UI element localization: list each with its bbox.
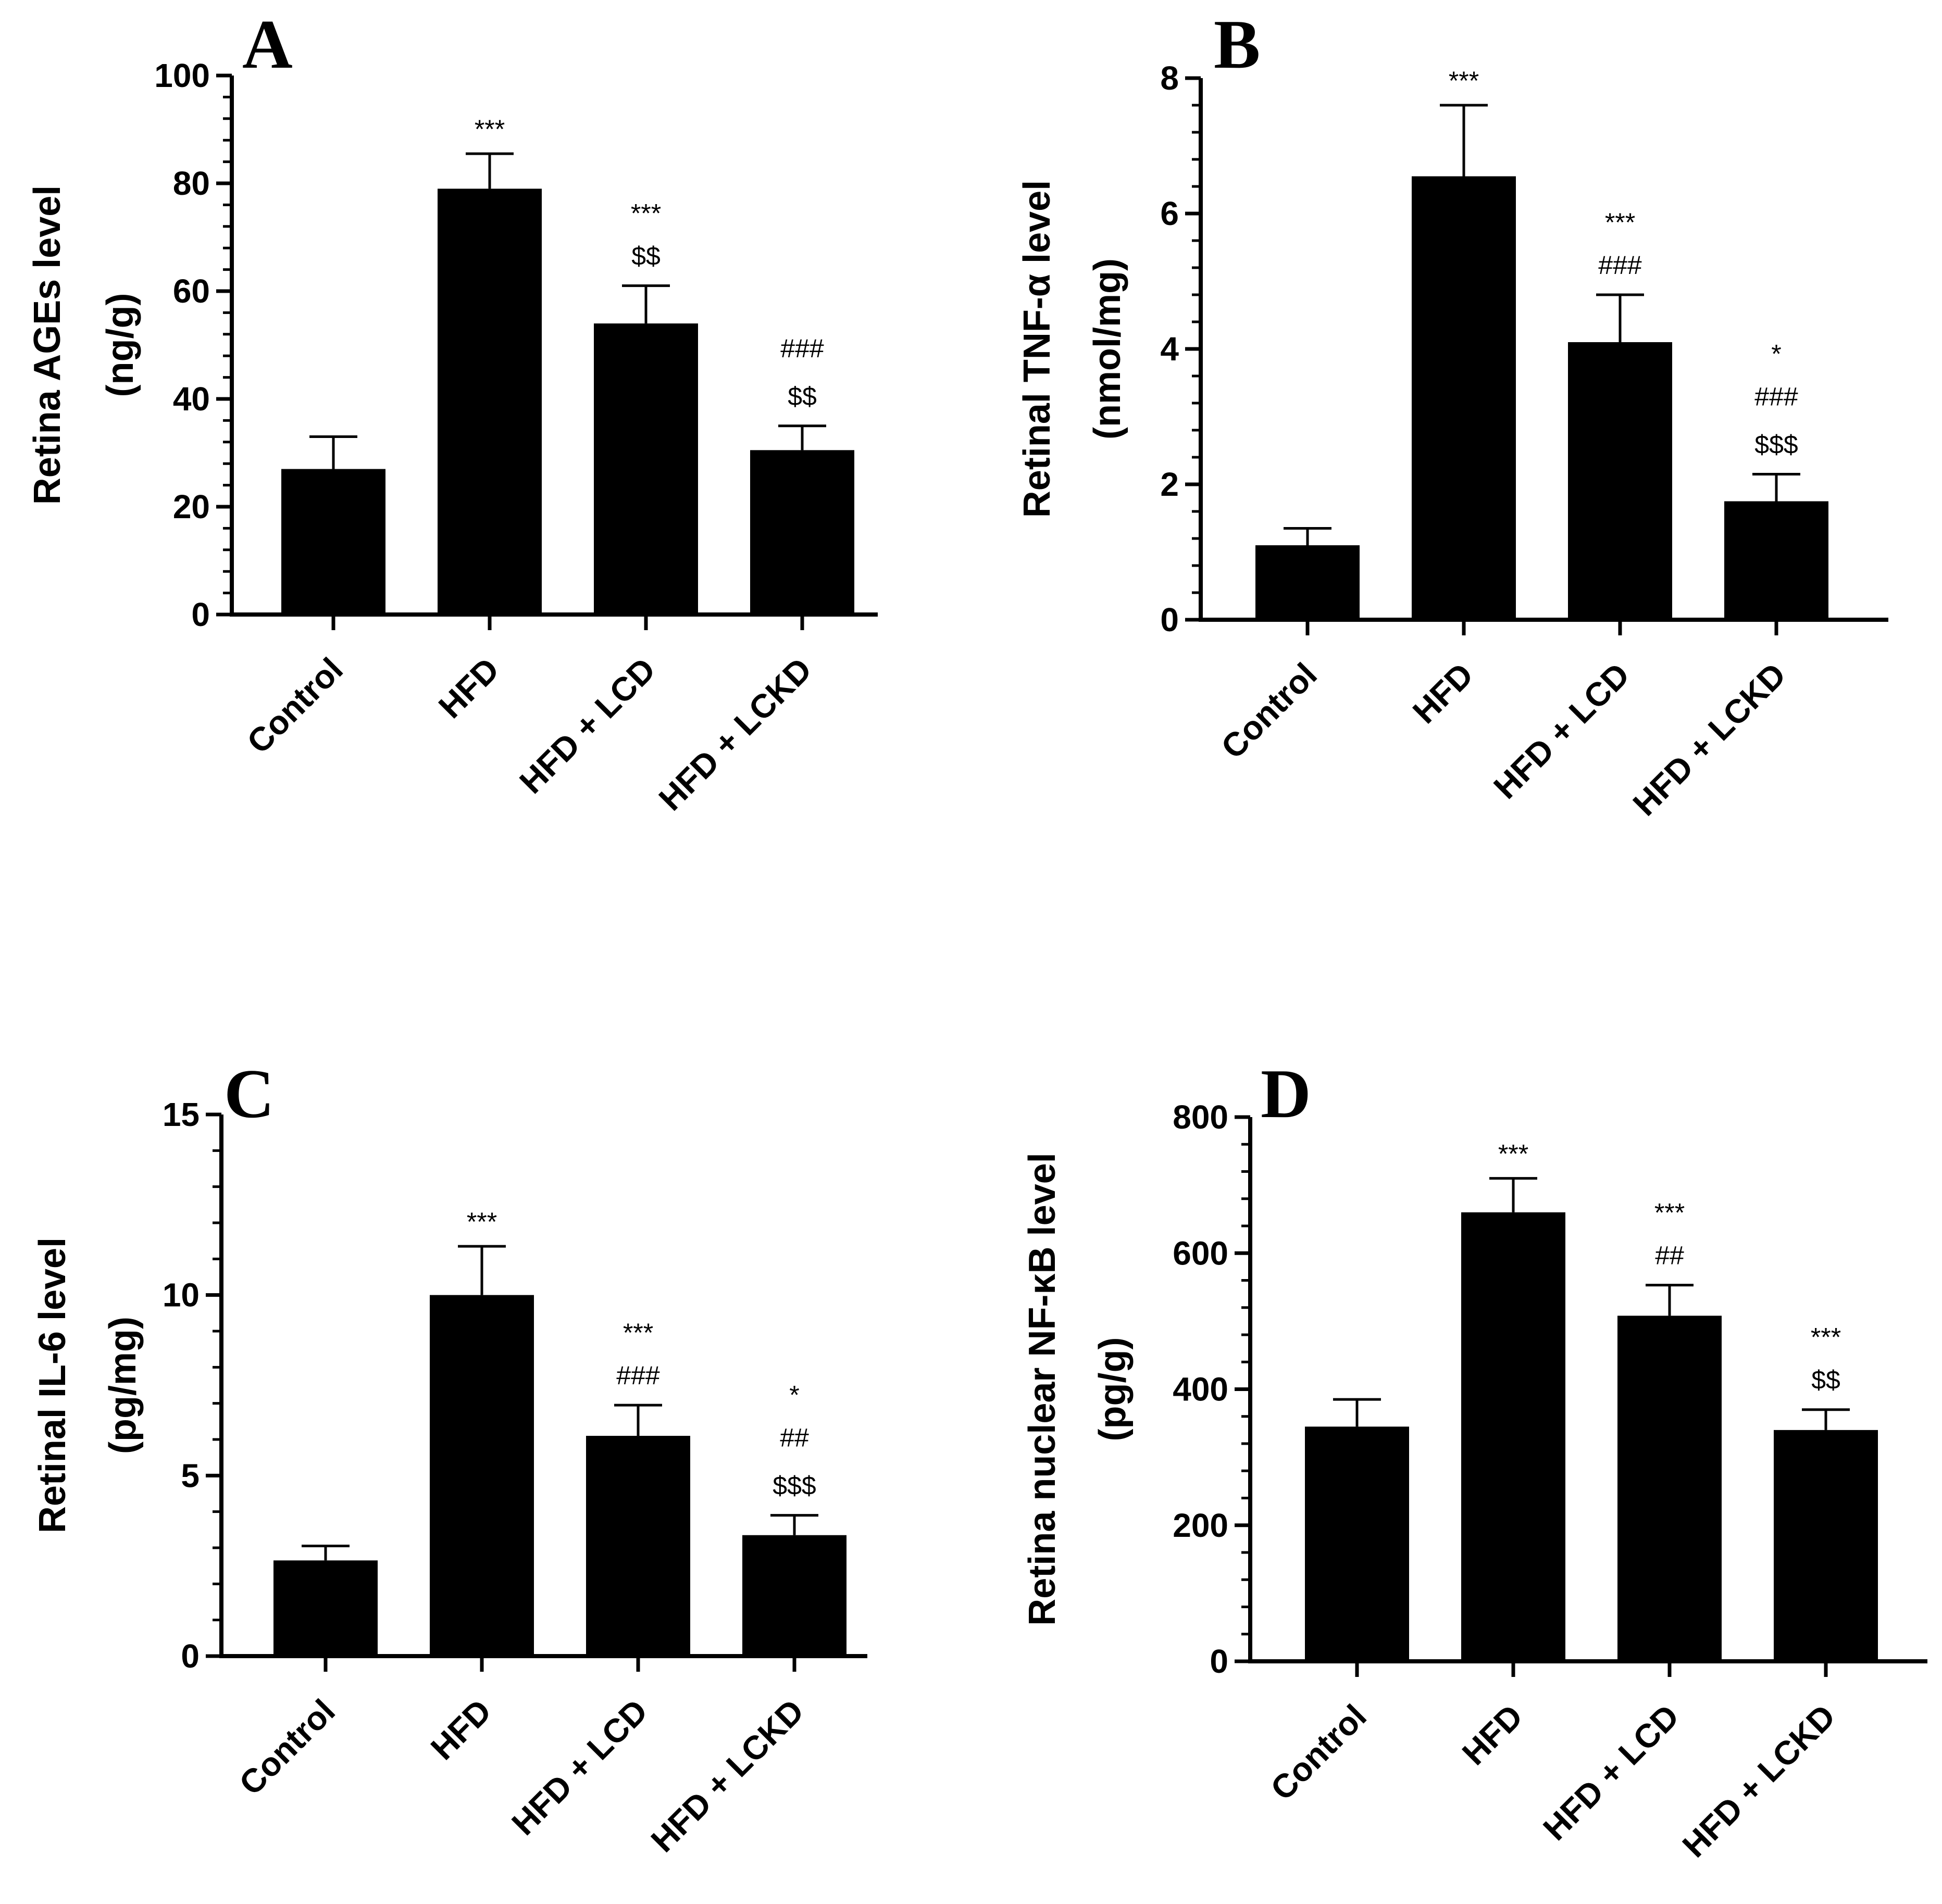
panel-c: C Retinal IL-6 level (pg/mg) 0 5 10 15 Control H… xyxy=(32,1055,867,1859)
y-tick-label: 40 xyxy=(173,380,210,418)
bar xyxy=(1255,545,1360,620)
significance-label: $$$ xyxy=(1754,430,1798,459)
significance-label: ### xyxy=(780,334,824,363)
significance-label: *** xyxy=(1449,66,1479,95)
significance-label: * xyxy=(789,1381,799,1410)
y-tick-label: 100 xyxy=(154,57,210,94)
category-label: Control xyxy=(232,1692,342,1802)
category-label: Control xyxy=(1263,1697,1374,1808)
y-tick-label: 2 xyxy=(1160,466,1179,503)
bar xyxy=(1568,342,1672,620)
y-tick-label: 0 xyxy=(191,596,210,633)
bar xyxy=(430,1295,534,1656)
category-label: Control xyxy=(1214,656,1324,766)
significance-label: $$ xyxy=(1811,1366,1840,1395)
category-label: HFD xyxy=(424,1692,499,1767)
y-axis-title-line: Retina nuclear NF-κB level xyxy=(1022,1153,1063,1625)
bar xyxy=(594,323,698,615)
y-tick-label: 8 xyxy=(1160,59,1179,97)
significance-label: $$ xyxy=(631,242,661,271)
y-tick-label: 15 xyxy=(163,1096,200,1133)
significance-label: *** xyxy=(623,1318,653,1347)
bar xyxy=(273,1560,378,1656)
significance-label: *** xyxy=(467,1207,497,1236)
bar xyxy=(1724,501,1828,620)
significance-label: ### xyxy=(616,1361,660,1390)
category-label: HFD + LCKD xyxy=(1626,656,1793,823)
panel-a: A Retina AGEs level (ng/g) 0 20 40 60 80 100 Cont… xyxy=(27,6,878,818)
panel-letter: D xyxy=(1261,1055,1311,1132)
category-label: HFD + LCD xyxy=(1536,1697,1686,1847)
bar xyxy=(281,469,385,615)
significance-label: ## xyxy=(780,1423,809,1452)
bar xyxy=(1774,1430,1878,1661)
panel-letter: B xyxy=(1214,6,1260,83)
y-axis-title: Retina nuclear NF-κB level (pg/g) xyxy=(1022,1153,1134,1625)
bar xyxy=(586,1436,690,1656)
y-tick-label: 0 xyxy=(1210,1643,1228,1680)
bar xyxy=(742,1535,846,1656)
y-axis-title-line: Retinal IL-6 level xyxy=(32,1237,73,1533)
panel-letter: A xyxy=(242,6,293,83)
y-axis-title-line: Retinal TNF-α level xyxy=(1016,180,1058,518)
y-tick-label: 60 xyxy=(173,272,210,310)
significance-label: *** xyxy=(1498,1139,1528,1169)
y-tick-label: 200 xyxy=(1173,1507,1228,1544)
y-tick-label: 600 xyxy=(1173,1234,1228,1272)
bar xyxy=(438,189,542,615)
y-axis-title: Retinal TNF-α level (nmol/mg) xyxy=(1016,180,1128,518)
bar xyxy=(1412,176,1516,620)
category-label: HFD xyxy=(1405,656,1480,731)
category-label: HFD xyxy=(431,650,506,725)
significance-label: ### xyxy=(1754,382,1798,411)
category-label: Control xyxy=(240,650,350,761)
bar xyxy=(1617,1316,1722,1661)
bar xyxy=(1305,1426,1409,1661)
panel-b: B Retinal TNF-α level (nmol/mg) 0 2 4 6 8 Contro… xyxy=(1016,6,1888,823)
bar xyxy=(1461,1212,1565,1661)
category-label: HFD + LCKD xyxy=(652,650,819,818)
category-label: HFD + LCD xyxy=(1486,656,1636,806)
y-axis-title: Retinal IL-6 level (pg/mg) xyxy=(32,1237,144,1533)
y-axis-title-line: (pg/g) xyxy=(1092,1337,1134,1442)
bar xyxy=(750,450,854,615)
y-axis-title-line: (pg/mg) xyxy=(102,1317,144,1454)
y-tick-label: 800 xyxy=(1173,1098,1228,1136)
significance-label: *** xyxy=(1654,1198,1685,1227)
y-tick-label: 4 xyxy=(1160,330,1179,368)
significance-label: ## xyxy=(1655,1241,1684,1270)
y-tick-label: 0 xyxy=(1160,601,1179,638)
y-tick-label: 5 xyxy=(181,1457,200,1494)
y-tick-label: 10 xyxy=(163,1276,200,1314)
significance-label: *** xyxy=(631,199,661,228)
category-label: HFD + LCD xyxy=(504,1692,654,1842)
y-tick-label: 80 xyxy=(173,165,210,202)
category-label: HFD xyxy=(1455,1697,1530,1772)
y-axis-title-line: (ng/g) xyxy=(99,293,141,397)
y-tick-label: 400 xyxy=(1173,1371,1228,1408)
panel-d: D Retina nuclear NF-κB level (pg/g) 0 200 400… xyxy=(1022,1055,1927,1864)
y-tick-label: 20 xyxy=(173,488,210,525)
category-label: HFD + LCKD xyxy=(1675,1697,1843,1864)
panel-letter: C xyxy=(224,1055,275,1132)
y-axis-title-line: Retina AGEs level xyxy=(27,185,68,505)
significance-label: *** xyxy=(1605,208,1635,237)
significance-label: * xyxy=(1771,340,1781,369)
y-tick-label: 0 xyxy=(181,1637,200,1675)
significance-label: $$ xyxy=(788,382,817,411)
category-label: HFD + LCD xyxy=(512,650,662,800)
category-label: HFD + LCKD xyxy=(644,1692,811,1859)
significance-label: ### xyxy=(1598,250,1642,280)
y-axis-title: Retina AGEs level (ng/g) xyxy=(27,185,141,505)
significance-label: *** xyxy=(1811,1323,1841,1352)
y-axis-title-line: (nmol/mg) xyxy=(1087,258,1128,440)
y-tick-label: 6 xyxy=(1160,195,1179,232)
significance-label: *** xyxy=(475,115,505,144)
significance-label: $$$ xyxy=(773,1471,816,1500)
